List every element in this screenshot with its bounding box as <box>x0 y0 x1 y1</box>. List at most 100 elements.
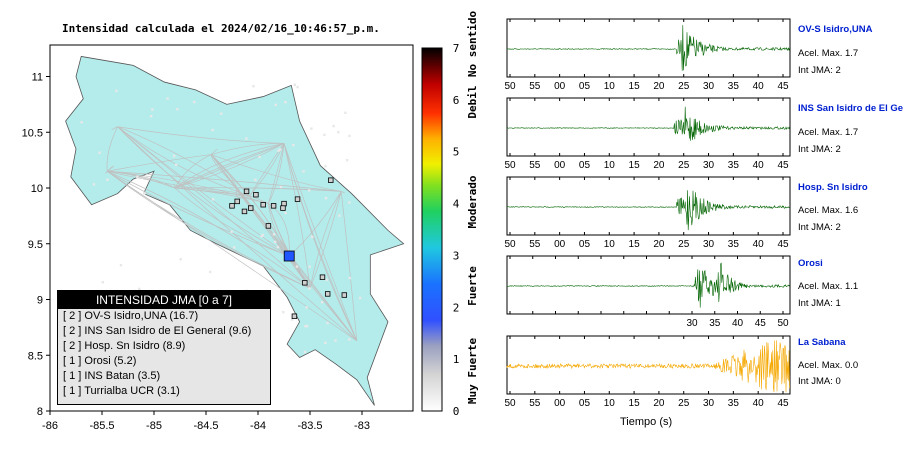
map-town-dot <box>348 134 351 138</box>
station-marker <box>328 177 334 183</box>
map-road-line <box>210 154 238 189</box>
map-road-line <box>174 187 250 197</box>
map-road-line <box>211 154 342 192</box>
map-road-line <box>117 126 285 144</box>
station-accel: Acel. Max. 1.7 <box>798 127 859 138</box>
map-town-dot <box>323 133 326 137</box>
map-town-dot <box>307 189 311 192</box>
time-tick-label: 05 <box>579 398 591 409</box>
time-tick-label: 30 <box>703 239 715 250</box>
legend-row: [ 1 ] Turrialba UCR (3.1) <box>63 385 180 397</box>
time-tick-label: 50 <box>504 398 516 409</box>
map-road-line <box>341 191 345 194</box>
time-tick-label: 05 <box>579 239 591 250</box>
waveform-trace <box>506 190 790 231</box>
waveform-trace <box>506 106 790 141</box>
legend-row: [ 1 ] INS Batan (3.5) <box>63 370 161 382</box>
station-jma: Int JMA: 2 <box>798 65 841 76</box>
time-tick-label: 00 <box>554 81 566 92</box>
map-road-line <box>237 187 342 192</box>
map-road-line <box>283 143 311 289</box>
map-road-line <box>210 154 238 189</box>
station-accel: Acel. Max. 1.1 <box>798 281 859 292</box>
map-road-line <box>107 170 290 257</box>
time-tick-label: 15 <box>629 239 641 250</box>
map-road-line <box>174 187 250 197</box>
map-town-dot <box>92 183 96 186</box>
station-marker <box>291 313 298 319</box>
lon-tick-label: -84.5 <box>193 420 218 432</box>
map-town-dot <box>303 350 307 354</box>
station-name: INS San Isidro de El Ge <box>798 103 904 114</box>
map-town-dot <box>173 154 176 158</box>
map-town-dot <box>338 214 341 217</box>
time-tick-label: 10 <box>604 239 616 250</box>
colorbar-tick-label: 4 <box>453 198 460 211</box>
lon-tick-label: -84 <box>250 420 266 432</box>
station-marker <box>324 291 331 297</box>
time-tick-label: 30 <box>703 81 715 92</box>
map-town-dot <box>254 178 257 181</box>
time-tick-label: 00 <box>554 398 566 409</box>
station-marker <box>229 203 235 209</box>
map-town-dot <box>151 108 154 111</box>
time-tick-label: 55 <box>529 398 541 409</box>
map-town-dot <box>230 230 233 233</box>
time-tick-label: 00 <box>554 160 566 171</box>
map-town-dot <box>149 115 153 118</box>
time-tick-label: 40 <box>753 160 765 171</box>
legend-row: [ 2 ] Hosp. Sn Isidro (8.9) <box>63 340 186 352</box>
x-axis-label: Tiempo (s) <box>620 416 673 428</box>
map-road-line <box>268 143 285 204</box>
legend-row: [ 2 ] OV-S Isidro,UNA (16.7) <box>63 310 199 322</box>
time-tick-label: 20 <box>653 398 665 409</box>
station-marker <box>243 188 250 195</box>
time-tick-label: 05 <box>579 160 591 171</box>
station-jma: Int JMA: 2 <box>798 222 841 233</box>
time-tick-label: 45 <box>777 81 789 92</box>
station-marker <box>241 208 248 215</box>
map-town-dot <box>276 245 280 249</box>
station-name: OV-S Isidro,UNA <box>798 24 873 35</box>
map-road-line <box>283 143 358 341</box>
time-tick-label: 25 <box>678 160 690 171</box>
map-road-line <box>117 126 238 189</box>
map-road-line <box>107 170 175 189</box>
map-town-dot <box>273 240 277 244</box>
lon-tick-label: -85 <box>146 420 162 432</box>
map-town-dot <box>192 100 196 104</box>
map-town-dot <box>80 121 83 124</box>
map-town-dot <box>278 148 282 151</box>
time-tick-label: 35 <box>709 318 721 329</box>
station-accel: Acel. Max. 0.0 <box>798 360 859 371</box>
lat-tick-label: 9 <box>37 295 43 307</box>
colorbar-category-label: Fuerte <box>466 266 479 306</box>
map-town-dot <box>136 175 139 179</box>
station-marker <box>248 205 254 211</box>
map-town-dot <box>332 124 335 128</box>
map-town-dot <box>219 112 223 115</box>
map-road-line <box>106 165 114 172</box>
map-road-line <box>117 126 311 289</box>
map-road-line <box>249 195 269 204</box>
map-town-dot <box>208 270 212 274</box>
station-marker <box>319 274 326 280</box>
time-tick-label: 50 <box>504 81 516 92</box>
time-tick-label: 35 <box>728 160 740 171</box>
map-road-line <box>235 187 250 199</box>
map-road-line <box>210 154 358 341</box>
colorbar-tick-label: 6 <box>453 94 460 107</box>
station-name: La Sabana <box>798 337 846 348</box>
time-tick-label: 45 <box>777 160 789 171</box>
time-tick-label: 45 <box>755 318 767 329</box>
station-marker <box>302 280 308 286</box>
waveform-panel <box>506 97 791 157</box>
map-town-dot <box>101 281 105 284</box>
waveform-panel <box>506 255 791 315</box>
station-jma: Int JMA: 0 <box>798 376 841 387</box>
colorbar-tick-label: 5 <box>453 146 460 159</box>
time-tick-label: 10 <box>604 81 616 92</box>
station-accel: Acel. Max. 1.6 <box>798 205 859 216</box>
map-road-line <box>210 148 218 155</box>
time-tick-label: 40 <box>753 81 765 92</box>
